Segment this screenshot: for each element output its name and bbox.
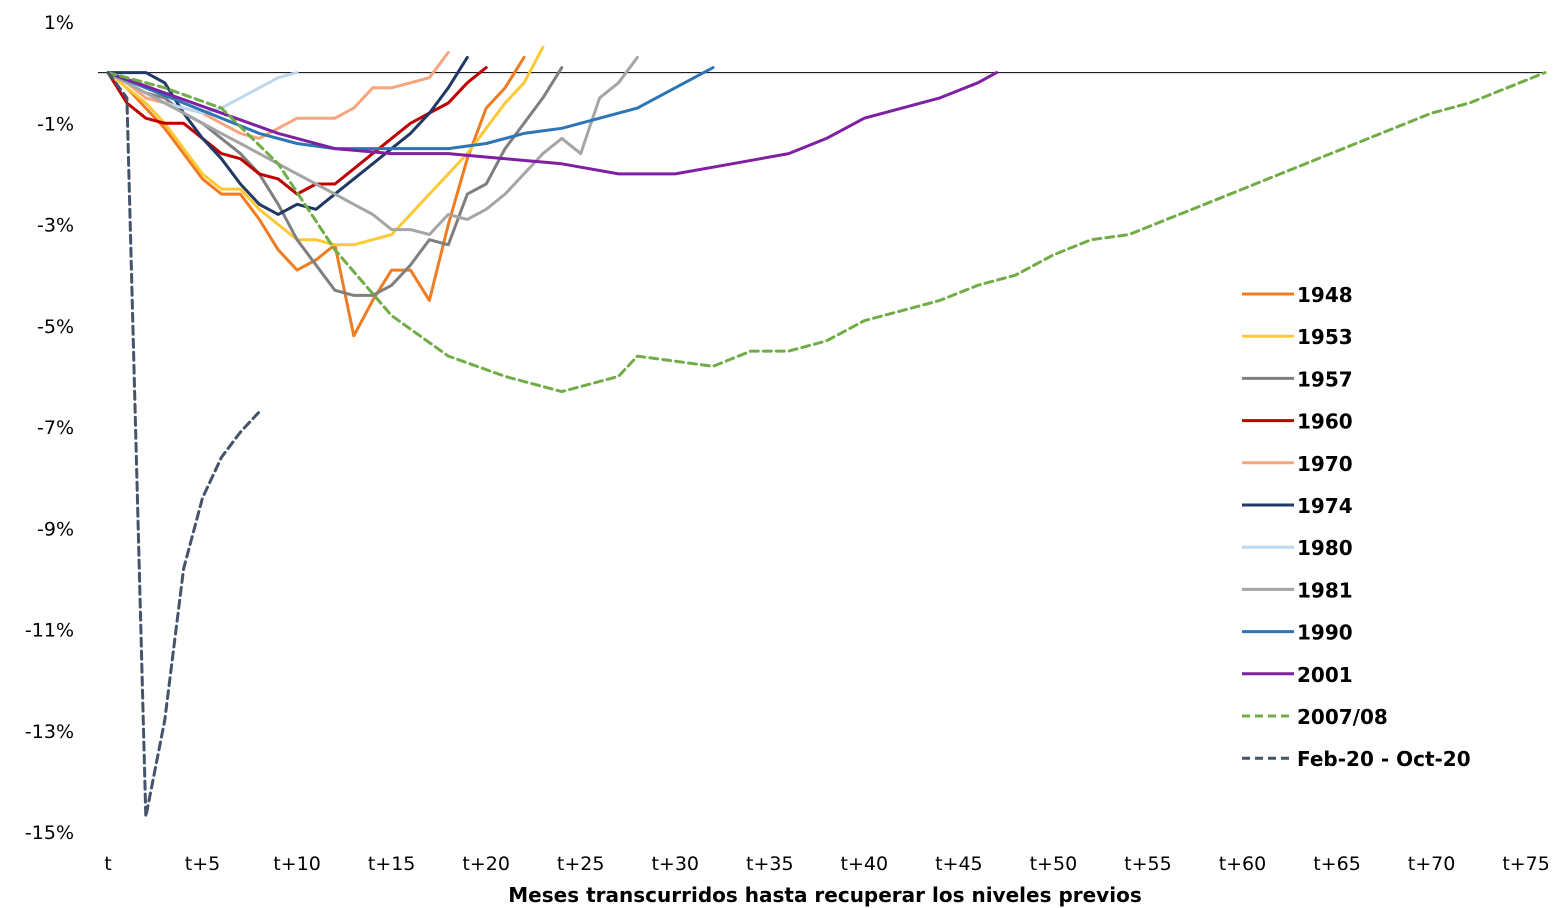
series-line-2007-08	[106, 71, 1547, 394]
x-tick-label: t+55	[1124, 853, 1172, 875]
legend-label: 2007/08	[1297, 705, 1388, 729]
legend-label: 2001	[1297, 663, 1353, 687]
series-line-1948	[106, 55, 526, 338]
x-tick-label: t+45	[935, 853, 983, 875]
y-tick-label: -5%	[37, 316, 74, 338]
x-tick-label: t+65	[1313, 853, 1361, 875]
x-tick-label: t+30	[651, 853, 699, 875]
series-line-feb-20-oct-20	[106, 71, 261, 819]
series-line-1953	[106, 45, 545, 247]
x-tick-label: t+75	[1502, 853, 1550, 875]
x-tick-label: t+10	[273, 853, 321, 875]
series-line-2001	[106, 71, 999, 176]
x-tick-label: t+25	[557, 853, 605, 875]
legend-label: 1957	[1297, 367, 1353, 391]
legend-label: Feb-20 - Oct-20	[1297, 747, 1471, 771]
legend-label: 1970	[1297, 452, 1353, 476]
y-tick-label: -3%	[37, 215, 74, 237]
legend-label: 1948	[1297, 283, 1353, 307]
legend-label: 1974	[1297, 494, 1353, 518]
x-tick-label: t+40	[841, 853, 889, 875]
x-tick-label: t+70	[1408, 853, 1456, 875]
series-line-1974	[106, 55, 469, 216]
legend-label: 1981	[1297, 578, 1353, 602]
y-tick-label: -11%	[25, 620, 74, 642]
legend: 1948 1953 1957 1960 1970 1974 1980 1981 1990 2001…	[1242, 283, 1471, 771]
series-line-1990	[106, 66, 715, 151]
x-axis-title: Meses transcurridos hasta recuperar los …	[508, 883, 1141, 907]
y-tick-label: -1%	[37, 113, 74, 135]
x-tick-label: t+35	[746, 853, 794, 875]
legend-label: 1953	[1297, 325, 1353, 349]
y-tick-label: -15%	[25, 822, 74, 844]
x-tick-label: t+20	[462, 853, 510, 875]
x-tick-label: t	[104, 853, 111, 875]
x-tick-label: t+5	[185, 853, 220, 875]
series-line-1981	[106, 55, 639, 237]
y-tick-label: -13%	[25, 721, 74, 743]
legend-label: 1960	[1297, 410, 1353, 434]
y-tick-label: -7%	[37, 417, 74, 439]
legend-label: 1990	[1297, 621, 1353, 645]
axes: 1% -1% -3% -5% -7% -9% -11% -13% -15% t t+5 t+10 t+1…	[25, 12, 1550, 875]
x-tick-label: t+50	[1030, 853, 1078, 875]
x-tick-label: t+15	[368, 853, 416, 875]
legend-label: 1980	[1297, 536, 1353, 560]
y-tick-label: -9%	[37, 518, 74, 540]
x-tick-label: t+60	[1219, 853, 1267, 875]
y-tick-label: 1%	[44, 12, 74, 34]
series-lines	[106, 45, 1547, 819]
